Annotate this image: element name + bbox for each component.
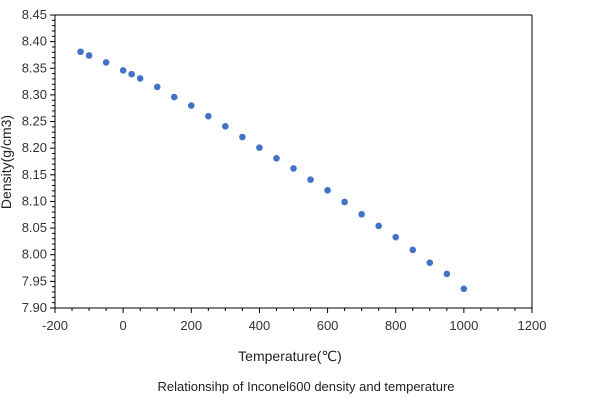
data-point — [136, 75, 144, 82]
y-tick-label: 8.35 — [22, 60, 47, 75]
data-points — [77, 48, 468, 293]
data-point — [170, 93, 178, 101]
x-tick-label: 0 — [120, 318, 127, 333]
y-axis-title: Density(g/cm3) — [0, 115, 14, 209]
x-tick-label: 1200 — [518, 318, 547, 333]
data-point — [187, 102, 195, 109]
data-point — [85, 52, 93, 59]
x-tick-label: 600 — [317, 318, 339, 333]
x-axis-title: Temperature(℃) — [238, 348, 342, 364]
data-point — [273, 155, 280, 162]
data-point — [392, 233, 400, 241]
axes: -200 0 200 400 600 800 1000 1200 7.90 7.95 8.00 8.0… — [22, 7, 547, 333]
y-tick-label: 8.00 — [22, 247, 47, 262]
data-point — [358, 210, 365, 218]
data-point — [443, 270, 451, 278]
data-point — [256, 144, 263, 151]
data-point — [239, 133, 246, 141]
data-point — [409, 246, 417, 254]
data-point — [460, 285, 468, 293]
data-point — [341, 198, 348, 206]
y-tick-label: 8.15 — [22, 167, 47, 182]
plot-area — [55, 15, 532, 308]
chart-caption: Relationsihp of Inconel600 density and t… — [157, 379, 454, 394]
data-point — [324, 186, 331, 194]
y-tick-label: 8.10 — [22, 193, 47, 208]
data-point — [119, 67, 127, 74]
x-tick-label: 200 — [180, 318, 202, 333]
data-point — [307, 176, 314, 183]
data-point — [375, 222, 382, 230]
data-point — [222, 123, 229, 130]
y-tick-label: 8.05 — [22, 220, 47, 235]
data-point — [77, 48, 84, 56]
y-tick-label: 7.95 — [22, 273, 47, 288]
x-tick-label: -200 — [42, 318, 68, 333]
y-tick-label: 8.25 — [22, 114, 47, 129]
x-tick-label: 800 — [385, 318, 407, 333]
y-tick-label: 8.20 — [22, 140, 47, 155]
y-tick-label: 8.45 — [22, 7, 47, 22]
data-point — [205, 112, 212, 120]
data-point — [153, 83, 161, 91]
x-tick-label: 400 — [249, 318, 271, 333]
y-tick-label: 7.90 — [22, 300, 47, 315]
data-point — [102, 59, 110, 66]
y-tick-label: 8.30 — [22, 87, 47, 102]
data-point — [426, 259, 434, 267]
x-tick-label: 1000 — [449, 318, 478, 333]
data-point — [290, 165, 297, 172]
y-tick-label: 8.40 — [22, 34, 47, 49]
data-point — [128, 70, 135, 78]
